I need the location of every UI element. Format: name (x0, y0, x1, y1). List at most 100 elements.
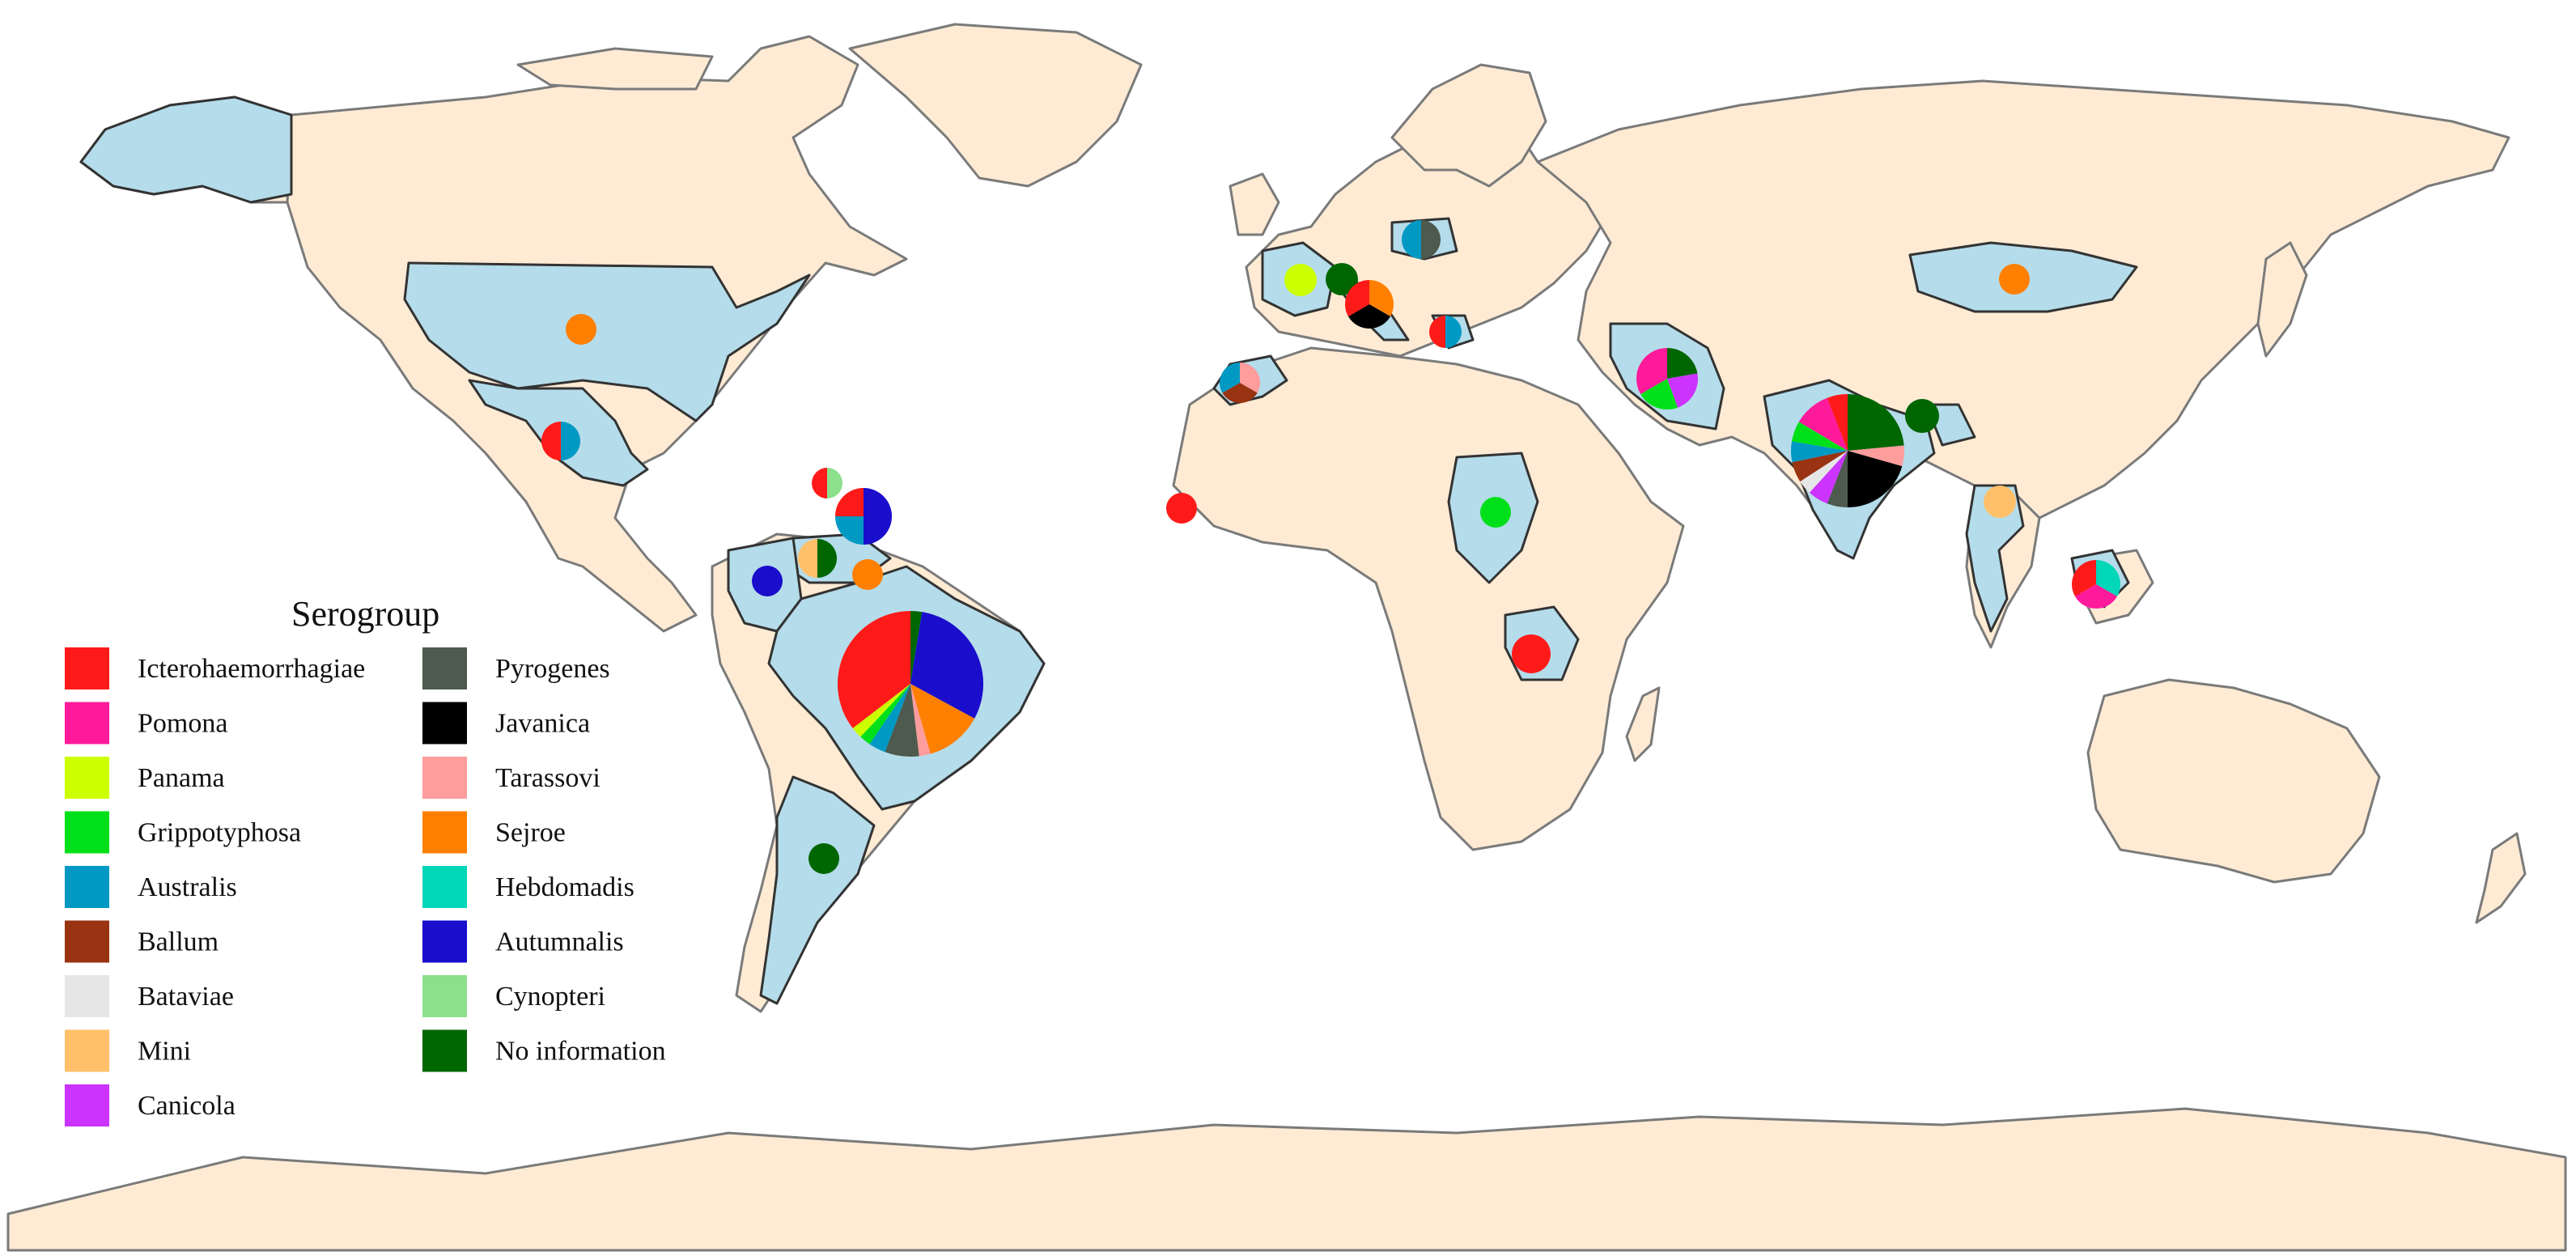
legend-swatch (65, 1084, 109, 1126)
pie-brazil (838, 611, 984, 757)
pie-slice-ballum (1792, 451, 1848, 482)
pie-slice-grippotyphosa (1640, 379, 1678, 409)
pie-slice-sejroe (910, 684, 975, 754)
pie-slice-tarassovi (1848, 445, 1905, 467)
pie-sudan (1480, 497, 1511, 528)
pie-slice-no_information (910, 611, 923, 684)
pie-slice-australis (561, 422, 580, 460)
pie-slice-australis (1791, 441, 1848, 463)
pie-slice-icterohaemorrhagiae (541, 422, 561, 460)
pie-venezuela (798, 539, 837, 578)
legend-label: Bataviae (138, 982, 234, 1012)
pie-slice-grippotyphosa (1791, 422, 1848, 451)
legend-item-mini: Mini (65, 1029, 191, 1072)
pie-slice-sejroe (1369, 280, 1394, 316)
legend-swatch (422, 975, 467, 1017)
legend-label: Canicola (138, 1091, 236, 1121)
pie-slice-icterohaemorrhagiae (812, 468, 827, 498)
pie-slice-pomona (2075, 584, 2117, 609)
pie-slice-panama (852, 684, 910, 737)
pie-slice-canicola (1667, 373, 1698, 408)
pie-greece (1429, 316, 1462, 348)
legend-item-autumnalis: Autumnalis (422, 920, 624, 963)
pie-slice-mini (1984, 486, 2016, 518)
legend-label: Icterohaemorrhagiae (138, 654, 365, 684)
pie-slice-autumnalis (752, 566, 783, 596)
pie-slice-no_information (1848, 394, 1904, 451)
pie-slice-panama (1284, 264, 1317, 296)
legend-label: Sejroe (495, 818, 566, 848)
pie-slice-bataviae (1800, 451, 1848, 493)
legend-label: Cynopteri (495, 982, 605, 1012)
greenland-landmass (848, 23, 1143, 188)
legend-item-grippotyphosa: Grippotyphosa (65, 811, 301, 854)
pie-slice-australis (1402, 220, 1421, 259)
pie-charts-layer (541, 220, 2120, 874)
legend-item-canicola: Canicola (65, 1084, 236, 1126)
japan-landmass (2256, 241, 2308, 358)
legend-swatch (65, 757, 109, 799)
pie-slice-australis (835, 516, 864, 545)
pie-mexico (541, 422, 580, 460)
legend-item-cynopteri: Cynopteri (422, 975, 605, 1017)
pie-slice-cynopteri (827, 468, 842, 498)
australia-landmass (2086, 678, 2381, 884)
legend-label: Autumnalis (495, 927, 624, 957)
legend-swatch (65, 702, 109, 745)
pie-slice-sejroe (1999, 264, 2030, 295)
legend-swatch (65, 811, 109, 854)
legend-swatch (65, 975, 109, 1017)
antarctica-landmass (6, 1107, 2567, 1252)
africa-landmass (1172, 346, 1685, 851)
pie-slice-no_information (1326, 263, 1358, 295)
legend-item-icterohaemorrhagiae: Icterohaemorrhagiae (65, 647, 365, 689)
legend-swatch (422, 920, 467, 963)
pie-slice-icterohaemorrhagiae (838, 611, 910, 728)
pie-slice-icterohaemorrhagiae (1166, 493, 1197, 524)
legend-swatch (422, 702, 467, 745)
legend-swatch (65, 920, 109, 963)
pie-slice-sejroe (852, 559, 883, 590)
pie-slice-pyrogenes (1827, 451, 1848, 507)
pie-colombia (752, 566, 783, 596)
legend-label: Hebdomadis (495, 872, 634, 902)
legend-item-tarassovi: Tarassovi (422, 757, 601, 799)
legend-item-javanica: Javanica (422, 702, 590, 745)
legend-label: Tarassovi (495, 763, 601, 793)
legend-label: Australis (138, 872, 237, 902)
pie-slice-autumnalis (864, 488, 892, 545)
pie-slice-icterohaemorrhagiae (1429, 316, 1445, 348)
pie-slice-sejroe (566, 314, 596, 345)
country-alaska (79, 95, 293, 204)
legend-swatch (422, 811, 467, 854)
pie-caribbean-lesser-antilles (835, 488, 892, 545)
pie-slice-no_information (1905, 399, 1939, 433)
madagascar-landmass (1625, 686, 1661, 762)
legend-item-no_information: No information (422, 1029, 666, 1072)
pie-morocco (1220, 363, 1260, 403)
pie-slice-icterohaemorrhagiae (1827, 394, 1848, 451)
pie-caribbean-north (812, 468, 842, 498)
pie-tanzania (1512, 634, 1551, 673)
country-thailand (1965, 484, 2025, 633)
pie-slice-icterohaemorrhagiae (2072, 560, 2096, 596)
pie-france (1284, 264, 1317, 296)
legend-label: No information (495, 1037, 666, 1067)
legend-label: Javanica (495, 709, 590, 739)
legend-item-pomona: Pomona (65, 702, 227, 745)
legend-swatch (422, 866, 467, 908)
pie-guiana (852, 559, 883, 590)
legend-item-sejroe: Sejroe (422, 811, 566, 854)
pie-slice-icterohaemorrhagiae (1512, 634, 1551, 673)
pie-slice-grippotyphosa (1480, 497, 1511, 528)
pie-india (1791, 394, 1905, 507)
pie-argentina (808, 843, 839, 874)
serogroup-legend: Serogroup Icterohaemorrhagiae Pomona Panama… (65, 594, 666, 1126)
legend-item-bataviae: Bataviae (65, 975, 234, 1017)
pie-slice-mini (798, 539, 817, 578)
pie-germany (1326, 263, 1358, 295)
pie-usa (566, 314, 596, 345)
legend-swatch (422, 1029, 467, 1072)
pie-slice-australis (1445, 316, 1462, 348)
legend-item-australis: Australis (65, 866, 237, 908)
